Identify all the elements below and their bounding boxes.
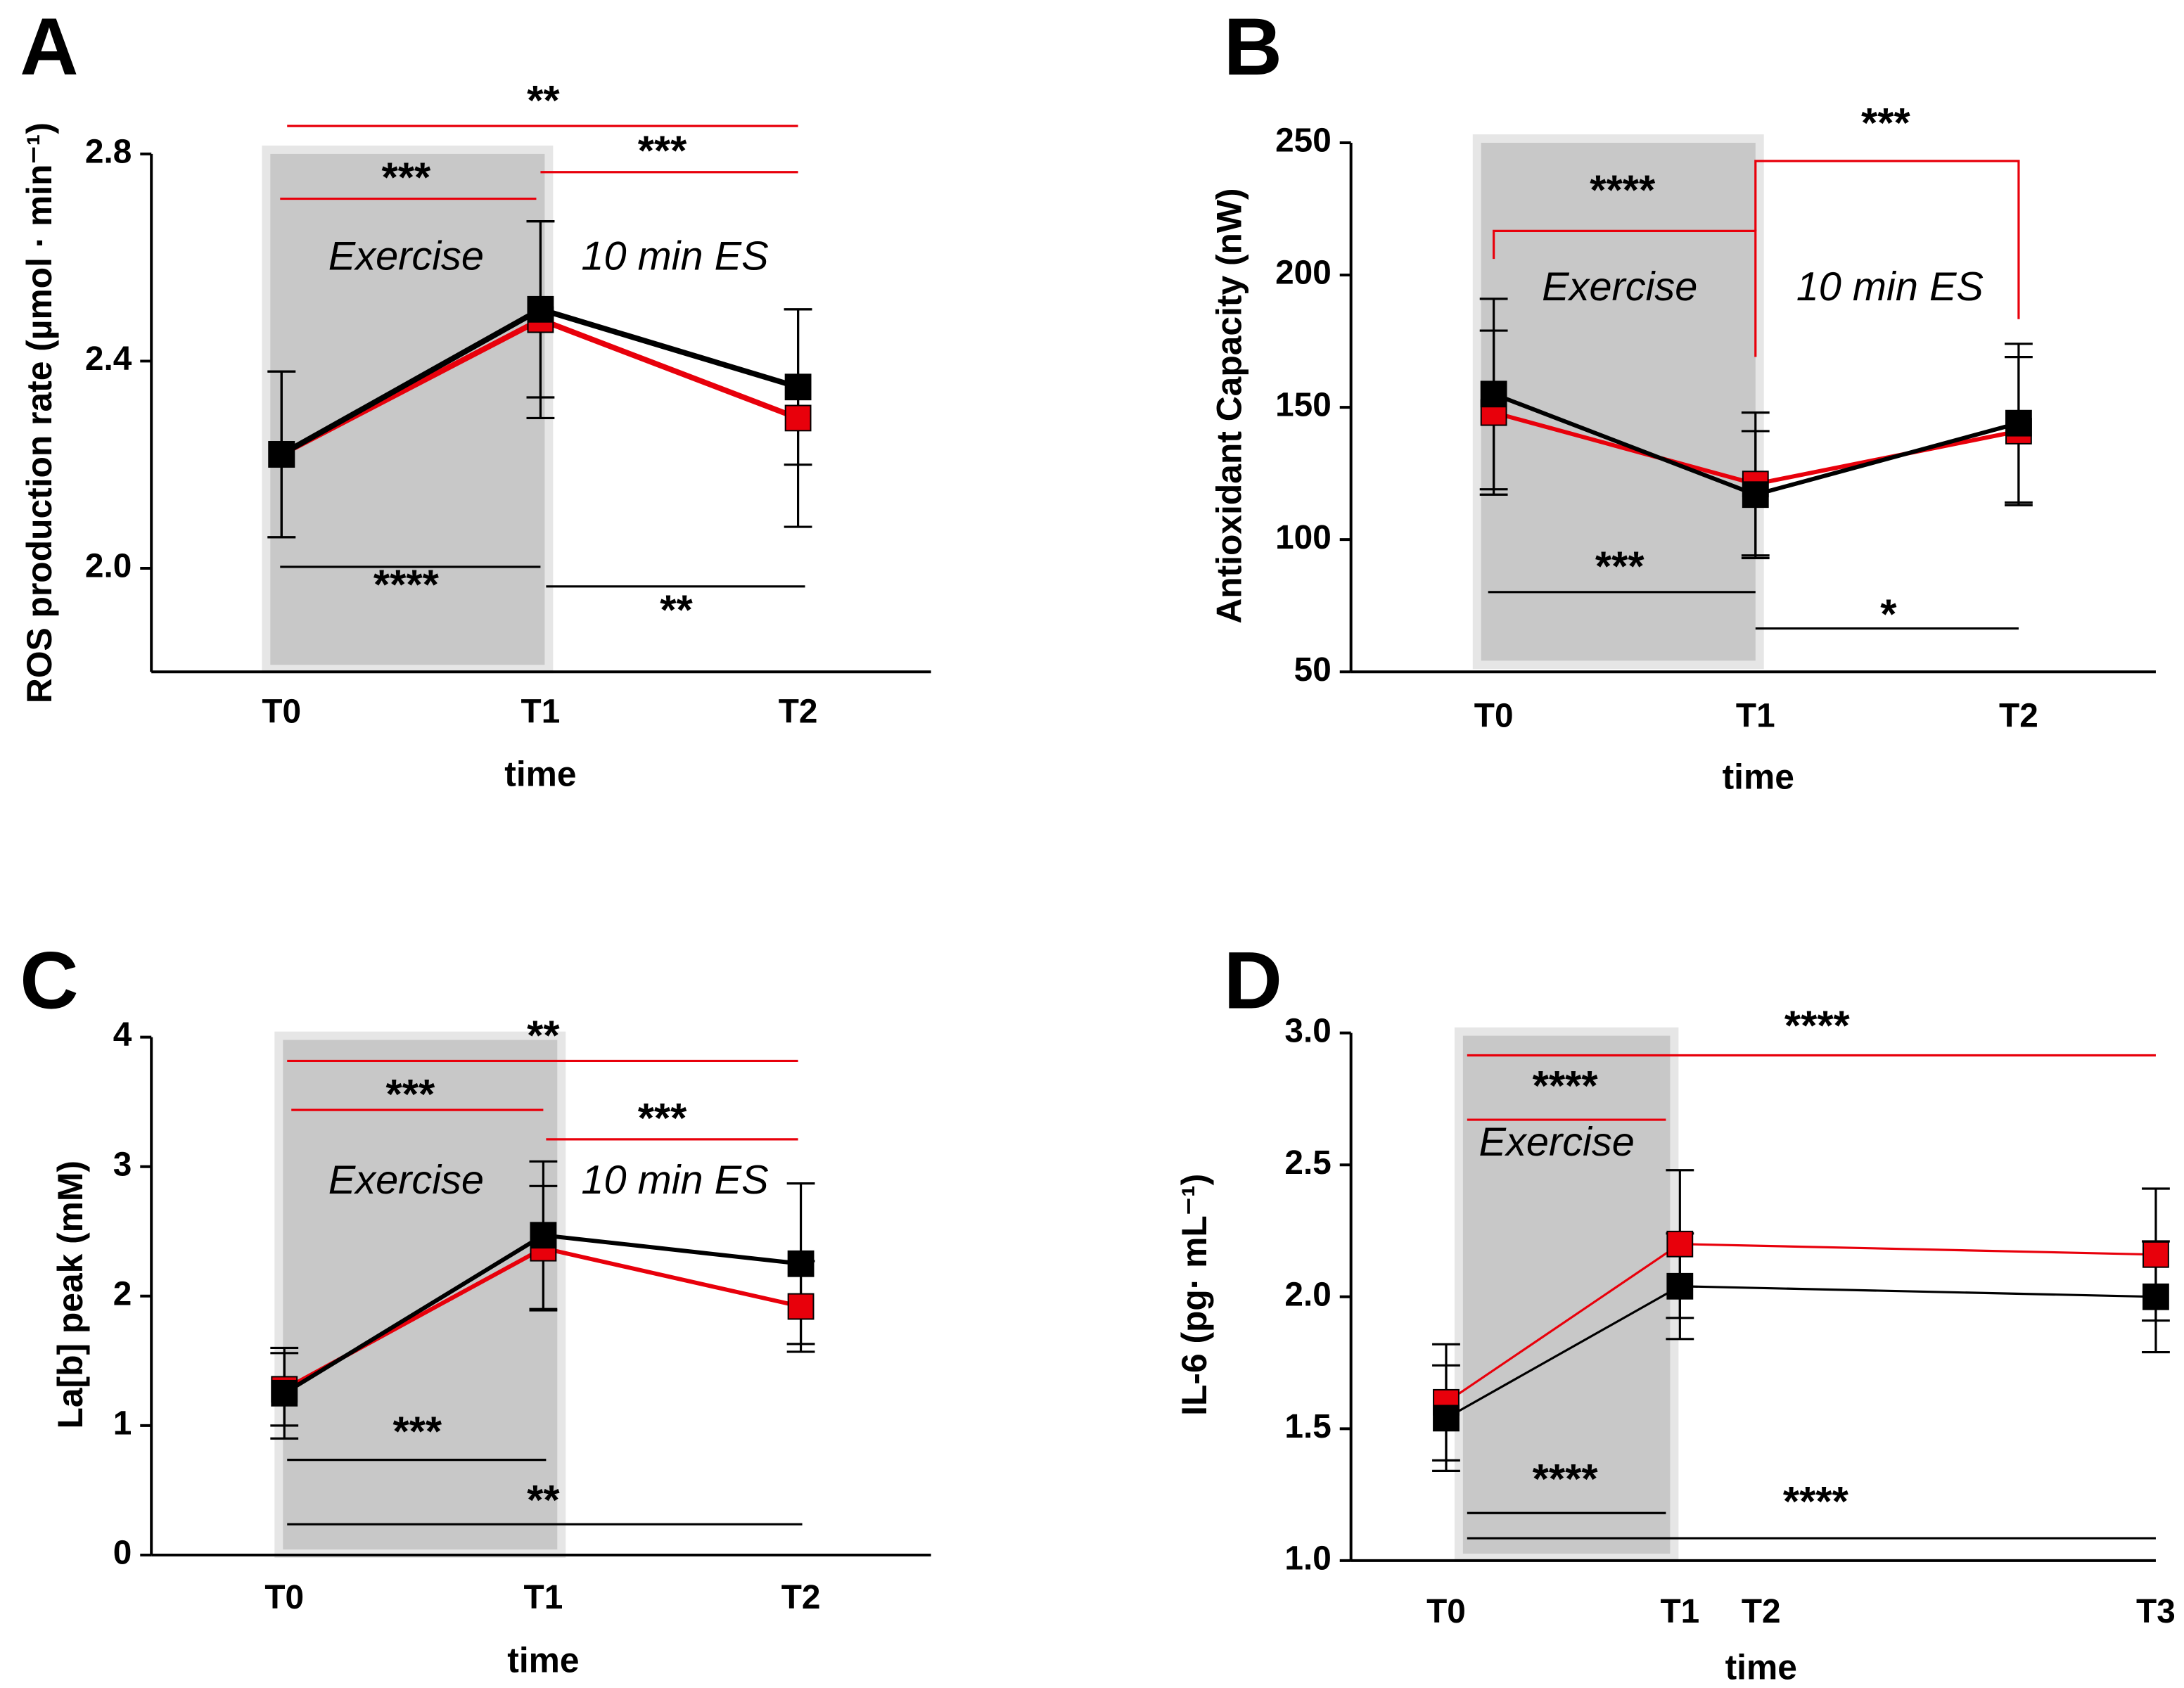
significance-label: ***	[1595, 543, 1645, 590]
significance-label: ***	[638, 1094, 687, 1142]
significance-label: ****	[1533, 1062, 1599, 1109]
panel-label: A	[20, 2, 78, 92]
marker	[2143, 1283, 2169, 1310]
y-axis-label: IL-6 (pg· mL⁻¹)	[1175, 1174, 1214, 1416]
y-tick-label: 200	[1275, 255, 1332, 292]
exercise-region	[1462, 1035, 1671, 1554]
marker	[1742, 481, 1769, 509]
significance-label: **	[527, 1011, 560, 1059]
marker	[787, 1250, 815, 1277]
significance-bracket	[1754, 160, 2020, 319]
marker	[784, 404, 812, 432]
x-tick-label: T3	[2136, 1593, 2176, 1630]
significance-label: ****	[1784, 1002, 1851, 1049]
significance-label: ***	[382, 153, 431, 200]
region-label: Exercise	[328, 1158, 484, 1203]
significance-bracket	[1493, 229, 1757, 357]
x-tick-label: T2	[1999, 698, 2038, 735]
significance-label: ***	[392, 1408, 442, 1455]
marker	[271, 1379, 298, 1407]
region-label: 10 min ES	[581, 234, 768, 279]
x-tick-label: T1	[1736, 698, 1775, 735]
marker	[787, 1293, 815, 1320]
x-tick-label: T2	[779, 693, 818, 731]
region-label: Exercise	[328, 234, 484, 279]
y-tick-label: 100	[1275, 519, 1332, 556]
region-label: Exercise	[1542, 264, 1697, 309]
significance-label: *	[1880, 590, 1897, 637]
y-tick-label: 2.4	[85, 340, 132, 378]
y-tick-label: 3	[113, 1146, 132, 1183]
marker	[1433, 1405, 1460, 1432]
marker	[1666, 1272, 1694, 1300]
y-tick-label: 150	[1275, 387, 1332, 424]
marker	[530, 1222, 557, 1249]
y-axis-label: La[b] peak (mM)	[51, 1160, 90, 1428]
marker	[2005, 409, 2032, 437]
x-tick-label: T1	[1660, 1593, 1699, 1630]
y-tick-label: 2.8	[85, 134, 132, 171]
y-tick-label: 2	[113, 1275, 132, 1312]
significance-label: ***	[386, 1070, 435, 1118]
x-tick-label: T0	[1474, 698, 1514, 735]
marker	[784, 373, 812, 401]
significance-label: ****	[1533, 1455, 1599, 1502]
y-axis-label: Antioxidant Capacity (nW)	[1210, 188, 1249, 624]
significance-label: **	[527, 1476, 560, 1523]
panel-label: C	[20, 935, 78, 1025]
marker	[1480, 381, 1507, 408]
significance-label: ****	[1783, 1478, 1849, 1525]
y-tick-label: 1.0	[1284, 1540, 1331, 1578]
marker	[1666, 1230, 1694, 1258]
x-axis-label: time	[1723, 757, 1794, 797]
x-tick-label: T0	[262, 693, 301, 731]
marker	[527, 295, 554, 323]
significance-label: ****	[373, 561, 440, 608]
exercise-region	[1481, 142, 1756, 661]
x-axis-label: time	[507, 1640, 579, 1680]
significance-label: **	[660, 586, 693, 633]
region-label: 10 min ES	[581, 1158, 768, 1203]
y-axis-label: ROS production rate (µmol · min⁻¹)	[20, 122, 59, 703]
x-tick-label: T2	[1742, 1593, 1781, 1630]
y-tick-label: 1.5	[1284, 1408, 1331, 1445]
y-tick-label: 2.5	[1284, 1144, 1331, 1182]
y-tick-label: 2.0	[1284, 1276, 1331, 1313]
y-tick-label: 2.0	[85, 548, 132, 585]
x-tick-label: T0	[264, 1579, 304, 1616]
y-tick-label: 4	[113, 1016, 132, 1054]
y-tick-label: 1	[113, 1405, 132, 1442]
x-tick-label: T1	[524, 1579, 563, 1616]
exercise-region	[283, 1040, 558, 1549]
y-tick-label: 250	[1275, 122, 1332, 160]
y-tick-label: 0	[113, 1535, 132, 1572]
exercise-region	[270, 153, 545, 665]
x-tick-label: T2	[781, 1579, 821, 1616]
x-axis-label: time	[504, 755, 576, 794]
marker	[268, 441, 295, 468]
panel-label: B	[1224, 2, 1282, 92]
significance-label: ***	[638, 127, 687, 174]
x-axis-label: time	[1725, 1647, 1797, 1687]
region-label: Exercise	[1479, 1120, 1635, 1165]
x-tick-label: T1	[521, 693, 561, 731]
significance-label: ****	[1590, 166, 1656, 213]
marker	[2143, 1241, 2169, 1268]
y-tick-label: 50	[1294, 651, 1332, 689]
significance-label: ***	[1861, 99, 1910, 146]
y-tick-label: 3.0	[1284, 1012, 1331, 1049]
region-label: 10 min ES	[1796, 264, 1984, 309]
x-tick-label: T0	[1426, 1593, 1466, 1630]
significance-label: **	[527, 77, 560, 124]
panel-label: D	[1224, 935, 1282, 1025]
